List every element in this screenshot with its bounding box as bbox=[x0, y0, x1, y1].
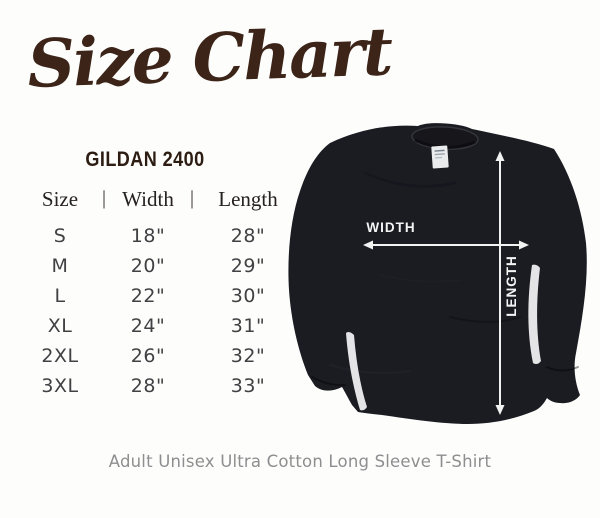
table-row: XL 24" 31" bbox=[20, 311, 300, 341]
page-title: Size Chart bbox=[26, 12, 393, 103]
cell-width: 18" bbox=[130, 225, 166, 247]
cell-size: XL bbox=[47, 315, 73, 337]
column-header-size: Size bbox=[41, 187, 79, 211]
length-arrow-icon bbox=[495, 151, 505, 415]
product-model-heading: GILDAN 2400 bbox=[85, 148, 205, 171]
product-caption: Adult Unisex Ultra Cotton Long Sleeve T-… bbox=[108, 452, 492, 471]
cell-width: 22" bbox=[130, 285, 166, 307]
column-header-width: Width bbox=[122, 187, 174, 211]
cell-width: 28" bbox=[130, 375, 166, 397]
size-table: S 18" 28" M 20" 29" L 22" 30" XL 24" 31"… bbox=[20, 221, 300, 401]
cell-length: 28" bbox=[230, 225, 266, 247]
cell-width: 26" bbox=[130, 345, 166, 367]
table-row: 3XL 28" 33" bbox=[20, 371, 300, 401]
table-row: S 18" 28" bbox=[20, 221, 300, 251]
cell-length: 29" bbox=[230, 255, 266, 277]
cell-size: L bbox=[54, 285, 66, 307]
length-label: LENGTH bbox=[504, 255, 519, 317]
cell-width: 20" bbox=[130, 255, 166, 277]
cell-length: 30" bbox=[230, 285, 266, 307]
header-separator: | bbox=[190, 187, 195, 209]
cell-length: 31" bbox=[230, 315, 266, 337]
table-header: Size Width Length bbox=[20, 187, 300, 212]
cell-size: 3XL bbox=[41, 375, 79, 397]
tshirt-silhouette bbox=[288, 123, 587, 424]
tshirt-photo: WIDTH LENGTH bbox=[270, 115, 600, 445]
header-separator: | bbox=[102, 187, 107, 209]
cell-length: 33" bbox=[230, 375, 266, 397]
sleeve-gap-left bbox=[346, 331, 367, 411]
table-row: 2XL 26" 32" bbox=[20, 341, 300, 371]
table-row: L 22" 30" bbox=[20, 281, 300, 311]
column-header-length: Length bbox=[218, 187, 278, 211]
width-label: WIDTH bbox=[366, 220, 415, 235]
cell-size: M bbox=[51, 255, 69, 277]
cell-width: 24" bbox=[130, 315, 166, 337]
cell-size: S bbox=[53, 225, 67, 247]
table-row: M 20" 29" bbox=[20, 251, 300, 281]
sleeve-gap-right bbox=[528, 264, 541, 365]
fabric-wrinkles bbox=[311, 171, 579, 387]
cell-length: 32" bbox=[230, 345, 266, 367]
cell-size: 2XL bbox=[41, 345, 79, 367]
width-arrow-icon bbox=[363, 240, 529, 250]
care-tag-icon bbox=[431, 145, 449, 169]
